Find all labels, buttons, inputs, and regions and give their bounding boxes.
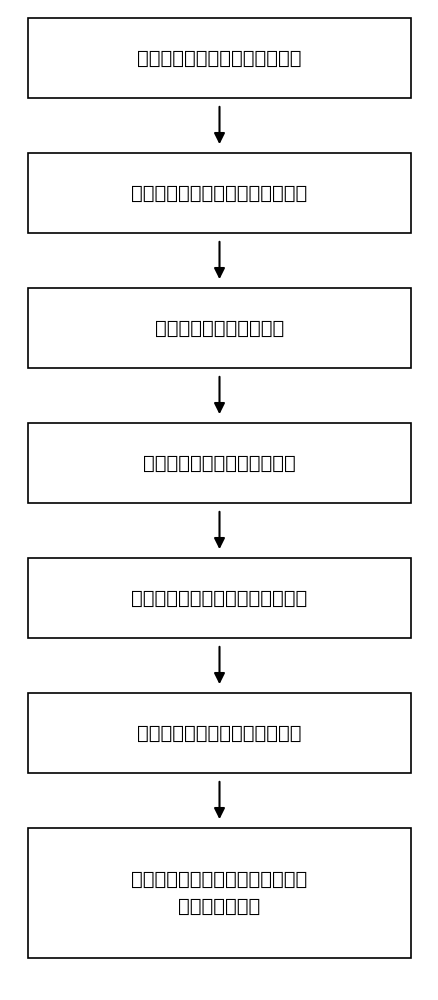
Text: 簇头对簇内次用户的信息进行融合: 簇头对簇内次用户的信息进行融合 (131, 588, 307, 607)
Bar (28, 693, 410, 773)
Bar (28, 153, 410, 233)
Text: 构建宽带协作频谱感知系统模型: 构建宽带协作频谱感知系统模型 (137, 48, 301, 68)
Bar (28, 18, 410, 98)
Bar (28, 558, 410, 638)
Bar (28, 288, 410, 368)
Text: 将频谱分成窄带频谱和次用户分簇: 将频谱分成窄带频谱和次用户分簇 (131, 184, 307, 202)
Text: 簇头将融合结果发送到融合中心: 簇头将融合结果发送到融合中心 (137, 724, 301, 742)
Text: 融合中心对簇头信息进行合并，实
现宽带频谱感知: 融合中心对簇头信息进行合并，实 现宽带频谱感知 (131, 870, 307, 916)
Text: 次用户将感知结果发送到簇头: 次用户将感知结果发送到簇头 (143, 454, 295, 473)
Text: 单个次用户进行频谱感知: 单个次用户进行频谱感知 (155, 318, 283, 338)
Bar (28, 828, 410, 958)
Bar (28, 423, 410, 503)
